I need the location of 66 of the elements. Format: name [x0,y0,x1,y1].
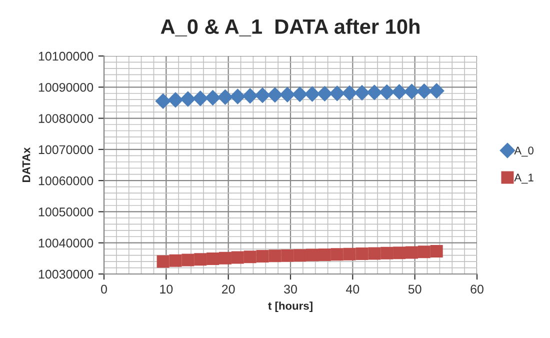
point [231,251,244,264]
point [342,85,358,101]
y-tick-label: 10040000 [38,238,94,248]
legend-label: A_0 [514,146,534,157]
point [192,90,208,106]
point [256,250,269,262]
point [242,88,258,104]
point [405,246,418,259]
point [267,87,283,102]
point [418,246,430,258]
point [281,249,294,262]
point [206,252,220,265]
point [343,248,356,260]
point [306,248,319,262]
point [393,246,406,260]
point [416,84,432,99]
x-tick-label: 10 [160,284,173,294]
y-tick-label: 10090000 [38,82,94,92]
point [155,94,171,109]
point [356,248,368,260]
y-tick-label: 10100000 [38,52,94,61]
point [156,255,170,268]
point [280,87,295,102]
point [205,90,220,106]
point [317,86,332,102]
point [304,86,320,102]
point [244,250,256,264]
x-tick-label: 40 [346,284,360,294]
point [292,86,308,102]
point [368,247,381,260]
y-tick-label: 10070000 [38,145,94,154]
y-tick-label: 10050000 [38,208,94,216]
point [330,248,344,261]
point [366,84,382,100]
point [392,84,407,100]
y-axis-title: DATAx [22,147,30,182]
point [218,252,232,264]
y-tick-label: 10080000 [38,114,94,123]
point [294,249,306,262]
point [194,253,207,266]
y-tick-label: 10060000 [38,176,94,186]
x-tick-label: 60 [470,284,484,294]
point [169,254,182,267]
point [180,91,196,107]
point [330,86,345,101]
point [430,245,443,258]
y-tick-label: 10030000 [38,270,94,279]
chart-title: A_0 & A_1 DATA after 10h [160,18,420,36]
point [404,84,420,100]
legend-label: A_1 [514,174,534,184]
point [168,92,184,108]
x-tick-label: 0 [101,284,107,294]
x-tick-label: 50 [408,284,422,294]
x-tick-label: 30 [284,284,297,294]
point [230,88,246,104]
point [268,250,282,262]
point [318,248,331,261]
point [379,84,394,100]
x-axis-title: t [hours] [268,302,312,312]
point [218,90,233,105]
point [182,254,194,266]
point [429,83,444,98]
point [254,88,270,103]
point [380,246,394,260]
x-tick-label: 20 [222,284,235,294]
point [354,85,370,100]
